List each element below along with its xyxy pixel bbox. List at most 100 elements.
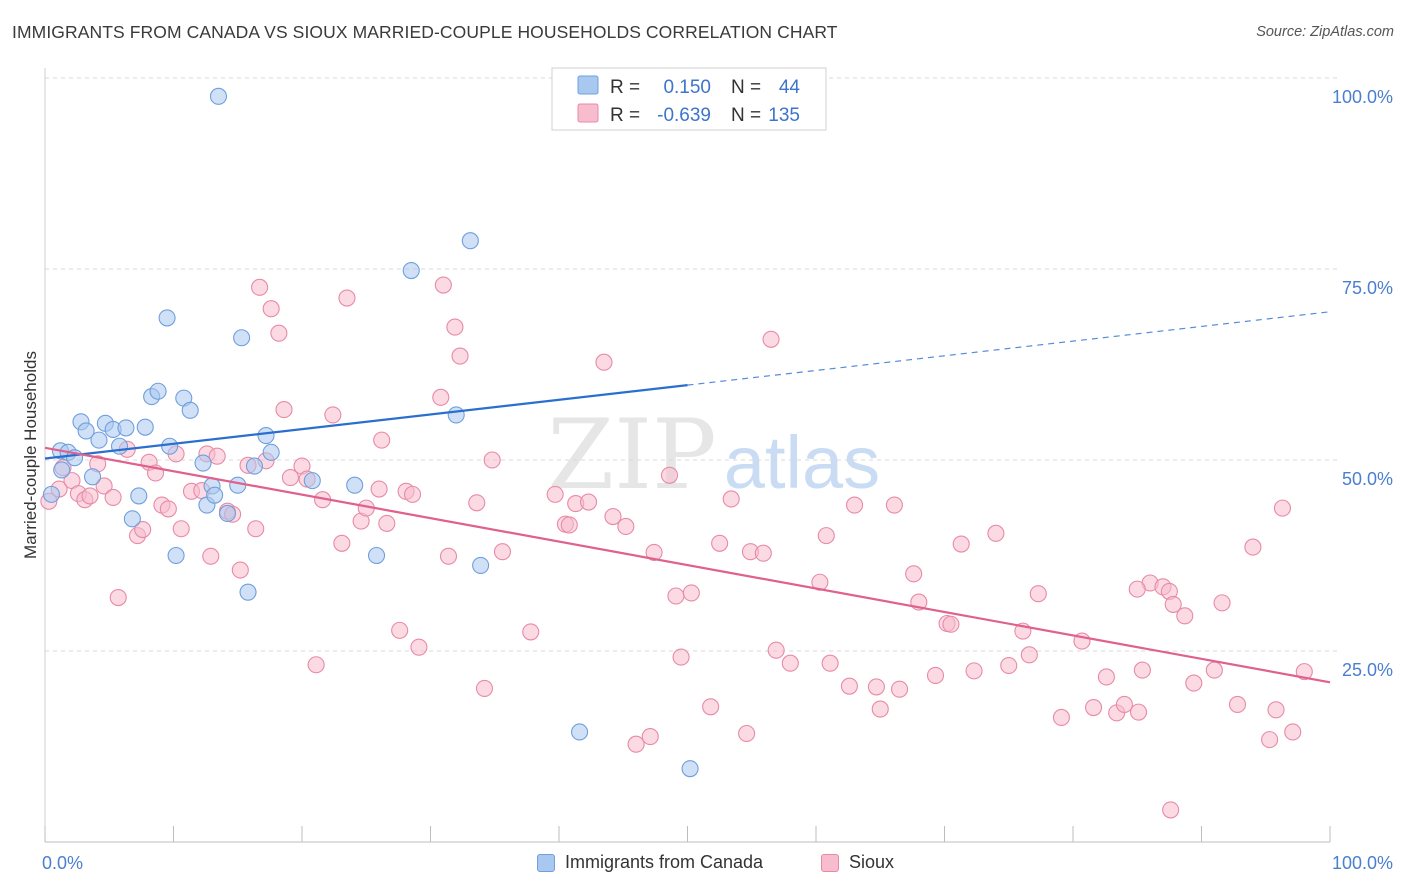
sioux-point: [987, 524, 1005, 542]
sioux-point: [338, 289, 356, 307]
sioux-point: [890, 680, 909, 698]
sioux-point: [1162, 801, 1180, 819]
sioux-point: [821, 654, 839, 672]
canada-point: [239, 583, 257, 601]
sioux-point: [560, 516, 578, 534]
sioux-point: [378, 514, 396, 532]
sioux-point: [451, 347, 469, 365]
sioux-point: [672, 648, 690, 666]
sioux-point: [645, 543, 663, 561]
sioux-point: [595, 353, 613, 371]
source-credit: Source: ZipAtlas.com: [1256, 24, 1394, 40]
sioux-point: [754, 544, 772, 562]
y-tick-label: 75.0%: [1342, 278, 1393, 298]
y-tick-label: 100.0%: [1332, 87, 1393, 107]
canada-point: [130, 487, 148, 505]
sioux-point: [1115, 695, 1133, 714]
sioux-point: [95, 477, 113, 495]
sioux-point: [817, 527, 835, 545]
y-axis-label: Married-couple Households: [21, 351, 40, 559]
canada-point: [194, 454, 212, 472]
sioux-point: [1205, 661, 1223, 679]
bottom-legend: Immigrants from Canada Sioux: [0, 852, 1406, 878]
sioux-point: [580, 493, 598, 511]
sioux-point: [1133, 661, 1151, 679]
canada-point: [346, 476, 364, 494]
axes: [44, 68, 1331, 843]
legend-swatch-sioux: [577, 103, 599, 123]
canada-point: [233, 329, 251, 347]
sioux-point: [1129, 703, 1148, 721]
sioux-point: [1273, 499, 1292, 517]
sioux-point: [370, 480, 388, 498]
canada-trend-line: [44, 384, 688, 460]
sioux-point: [845, 496, 864, 514]
sioux-point: [840, 677, 858, 695]
sioux-point: [483, 451, 501, 469]
sioux-point: [667, 587, 685, 605]
legend-r-label-canada: R =: [610, 77, 640, 98]
sioux-point: [1000, 656, 1018, 675]
x-tick-label-max: 100.0%: [1332, 853, 1393, 873]
sioux-point: [475, 679, 494, 697]
sioux-point: [1284, 723, 1302, 741]
bottom-legend-swatch-canada: [537, 853, 555, 872]
sioux-point: [432, 388, 450, 406]
watermark-zip: ZIP: [547, 399, 716, 511]
sioux-point: [1128, 580, 1146, 598]
bottom-legend-swatch-sioux: [821, 853, 839, 872]
canada-point: [209, 87, 228, 105]
sioux-point: [711, 534, 729, 552]
canada-point: [257, 427, 275, 445]
canada-points: [42, 87, 699, 778]
canada-point: [461, 232, 479, 250]
sioux-point: [604, 507, 622, 526]
watermark-atlas: atlas: [724, 421, 880, 504]
sioux-point: [109, 588, 127, 607]
canada-point: [681, 760, 699, 778]
canada-point: [402, 261, 420, 280]
legend-swatch-canada: [577, 75, 599, 95]
sioux-point: [522, 623, 540, 641]
x-tick-label-min: 0.0%: [42, 853, 83, 873]
bottom-legend-label-canada: Immigrants from Canada: [565, 852, 764, 872]
canada-point: [367, 546, 386, 565]
sioux-point: [1244, 538, 1262, 556]
sioux-point: [867, 678, 885, 696]
sioux-point: [885, 496, 903, 514]
y-tick-label: 50.0%: [1342, 469, 1393, 489]
sioux-point: [251, 278, 269, 296]
canada-point: [149, 382, 167, 400]
sioux-point: [1267, 701, 1285, 719]
sioux-point: [333, 534, 351, 552]
canada-point: [181, 401, 199, 419]
canada-point: [206, 486, 224, 504]
sioux-point: [493, 543, 512, 561]
sioux-point: [159, 500, 177, 518]
legend-r-value-sioux: -0.639: [657, 105, 711, 126]
canada-point: [123, 510, 141, 528]
sioux-point: [738, 724, 756, 743]
canada-point: [117, 419, 135, 437]
sioux-point: [660, 466, 679, 484]
sioux-point: [781, 654, 799, 672]
sioux-point: [134, 520, 152, 539]
sioux-points: [40, 276, 1313, 819]
sioux-point: [702, 698, 720, 716]
canada-point: [42, 485, 60, 503]
canada-point: [110, 437, 129, 455]
legend-r-value-canada: 0.150: [663, 77, 711, 98]
bottom-legend-item-sioux: Sioux: [821, 852, 894, 873]
sioux-point: [722, 490, 740, 508]
canada-point: [303, 472, 321, 490]
sioux-point: [1052, 708, 1070, 727]
canada-point: [77, 422, 95, 440]
legend-r-label-sioux: R =: [610, 105, 640, 126]
sioux-point: [281, 469, 299, 487]
bottom-legend-item-canada: Immigrants from Canada: [537, 852, 763, 873]
sioux-point: [275, 401, 293, 419]
sioux-point: [1213, 594, 1231, 612]
canada-point: [245, 457, 264, 475]
canada-point: [571, 723, 589, 741]
sioux-point: [1295, 663, 1313, 681]
